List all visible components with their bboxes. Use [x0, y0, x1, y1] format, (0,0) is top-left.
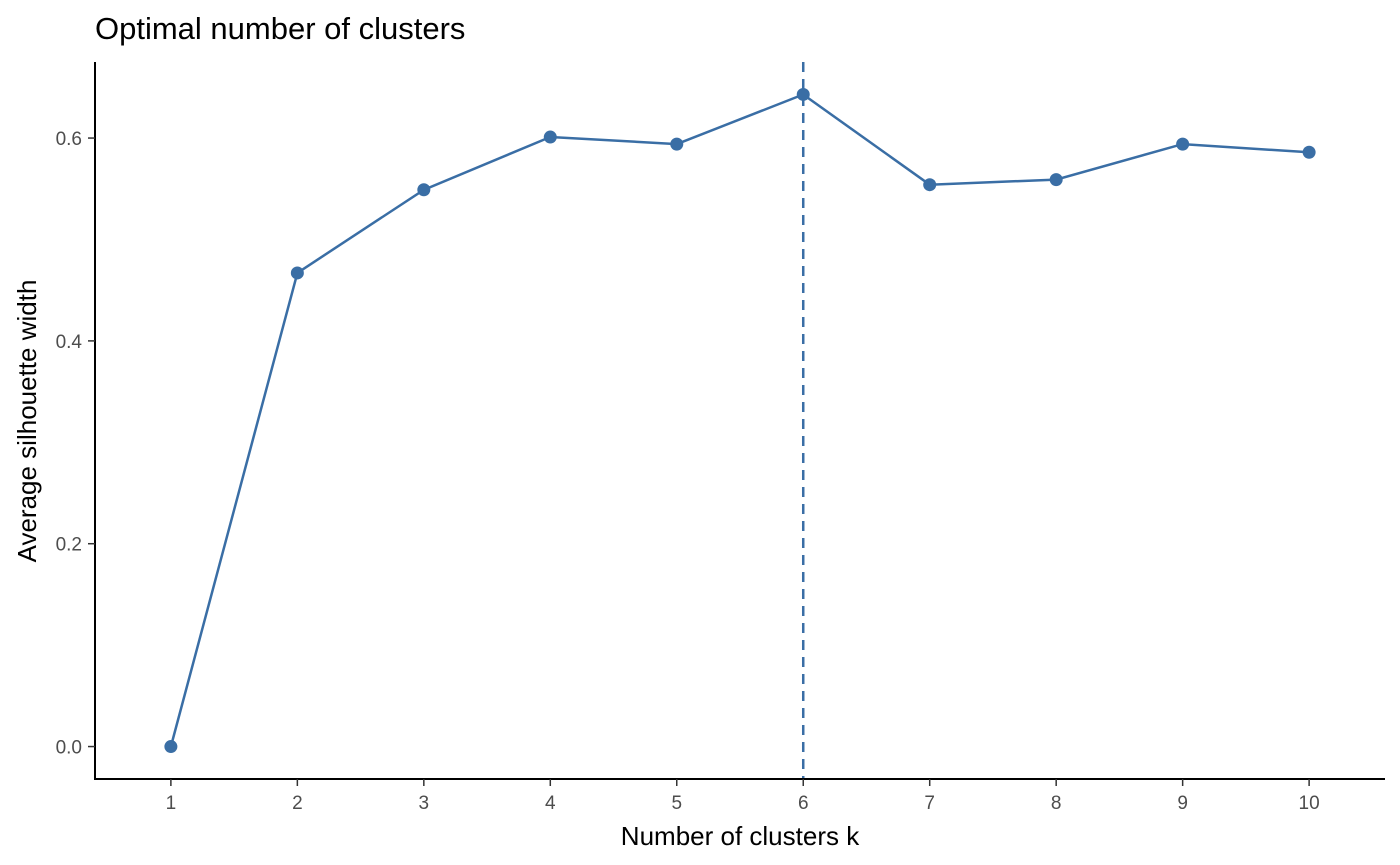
x-tick-label: 9 — [1177, 793, 1188, 814]
x-tick-label: 3 — [419, 793, 430, 814]
data-point — [417, 183, 431, 197]
data-point — [670, 137, 684, 151]
x-tick-label: 7 — [924, 793, 935, 814]
data-point — [543, 130, 557, 144]
data-point — [796, 87, 810, 101]
y-axis-label: Average silhouette width — [12, 280, 42, 563]
y-tick-label: 0.2 — [56, 535, 82, 556]
data-point — [1049, 173, 1063, 187]
x-axis-ticks: 1 2 3 4 5 6 7 8 9 10 — [166, 779, 1320, 814]
x-axis-label: Number of clusters k — [621, 821, 860, 851]
x-tick-label: 8 — [1051, 793, 1062, 814]
data-point — [923, 178, 937, 192]
x-tick-label: 6 — [798, 793, 809, 814]
plot-area — [164, 62, 1316, 779]
y-tick-label: 0.6 — [56, 129, 82, 150]
data-point — [290, 266, 304, 280]
data-point — [164, 740, 178, 754]
data-point — [1302, 145, 1316, 159]
x-tick-label: 4 — [545, 793, 556, 814]
x-tick-label: 1 — [166, 793, 177, 814]
series-line — [169, 93, 1310, 747]
y-axis-ticks: 0.0 0.2 0.4 0.6 — [56, 129, 95, 759]
chart-title: Optimal number of clusters — [95, 11, 465, 46]
y-tick-label: 0.0 — [56, 738, 82, 759]
y-tick-label: 0.4 — [56, 332, 83, 353]
data-point — [1176, 137, 1190, 151]
x-tick-label: 2 — [292, 793, 303, 814]
x-tick-label: 5 — [671, 793, 682, 814]
x-tick-label: 10 — [1299, 793, 1320, 814]
